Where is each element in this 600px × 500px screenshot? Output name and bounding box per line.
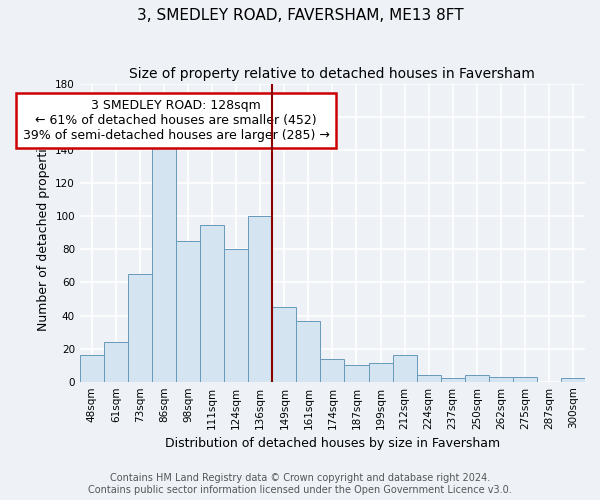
Bar xyxy=(176,241,200,382)
Bar xyxy=(296,320,320,382)
Text: 3, SMEDLEY ROAD, FAVERSHAM, ME13 8FT: 3, SMEDLEY ROAD, FAVERSHAM, ME13 8FT xyxy=(137,8,463,22)
Bar xyxy=(80,355,104,382)
Bar xyxy=(320,358,344,382)
Bar xyxy=(416,375,440,382)
X-axis label: Distribution of detached houses by size in Faversham: Distribution of detached houses by size … xyxy=(165,437,500,450)
Bar xyxy=(200,224,224,382)
Bar xyxy=(440,378,465,382)
Bar xyxy=(104,342,128,382)
Title: Size of property relative to detached houses in Faversham: Size of property relative to detached ho… xyxy=(130,68,535,82)
Bar xyxy=(392,355,416,382)
Bar xyxy=(152,138,176,382)
Bar xyxy=(465,375,489,382)
Y-axis label: Number of detached properties: Number of detached properties xyxy=(37,134,50,332)
Bar xyxy=(513,376,537,382)
Bar xyxy=(224,250,248,382)
Bar xyxy=(368,364,392,382)
Text: 3 SMEDLEY ROAD: 128sqm
← 61% of detached houses are smaller (452)
39% of semi-de: 3 SMEDLEY ROAD: 128sqm ← 61% of detached… xyxy=(23,99,329,142)
Bar xyxy=(344,365,368,382)
Bar xyxy=(272,308,296,382)
Bar xyxy=(128,274,152,382)
Text: Contains HM Land Registry data © Crown copyright and database right 2024.
Contai: Contains HM Land Registry data © Crown c… xyxy=(88,474,512,495)
Bar xyxy=(489,376,513,382)
Bar xyxy=(248,216,272,382)
Bar xyxy=(561,378,585,382)
